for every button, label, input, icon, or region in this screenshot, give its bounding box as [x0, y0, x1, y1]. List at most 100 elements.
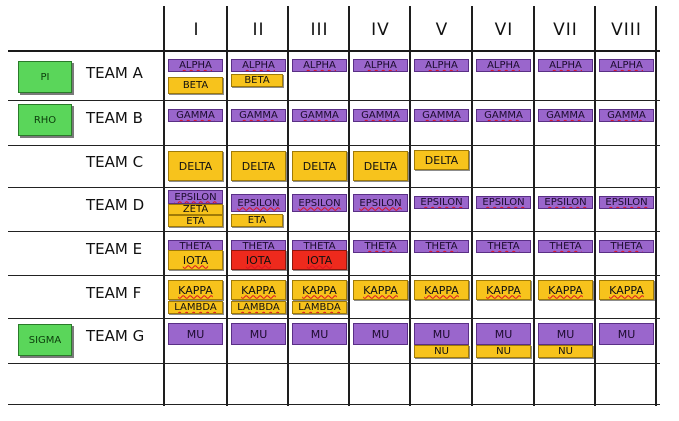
sticky-note[interactable]: KAPPA [476, 280, 531, 300]
team-label: TEAM F [86, 284, 142, 302]
sticky-note[interactable]: EPSILON [168, 190, 223, 204]
column-header: V [435, 20, 449, 40]
column-header: II [252, 20, 265, 40]
grid-row-line [8, 318, 660, 319]
team-tag[interactable]: SIGMA [18, 324, 72, 356]
sticky-note[interactable]: GAMMA [231, 109, 286, 122]
sticky-note[interactable]: LAMBDA [168, 301, 223, 314]
sticky-note[interactable]: ALPHA [231, 59, 286, 72]
sticky-note[interactable]: BETA [231, 74, 283, 87]
grid-column-line [163, 6, 165, 406]
sticky-note[interactable]: ALPHA [414, 59, 469, 72]
sticky-note[interactable]: EPSILON [414, 196, 469, 209]
grid-column-line [533, 6, 535, 406]
sticky-note[interactable]: GAMMA [599, 109, 654, 122]
sticky-note[interactable]: ALPHA [538, 59, 593, 72]
sticky-note[interactable]: DELTA [231, 151, 286, 181]
sticky-note[interactable]: EPSILON [353, 194, 408, 212]
sticky-note[interactable]: MU [599, 323, 654, 345]
sticky-note[interactable]: KAPPA [599, 280, 654, 300]
sticky-note[interactable]: MU [168, 323, 223, 345]
team-label: TEAM E [86, 240, 143, 258]
grid-column-line [348, 6, 350, 406]
sticky-note[interactable]: GAMMA [538, 109, 593, 122]
sticky-note[interactable]: EPSILON [538, 196, 593, 209]
column-header: IV [371, 20, 390, 40]
grid-column-line [471, 6, 473, 406]
grid-column-line [287, 6, 289, 406]
grid-row-line [8, 187, 660, 188]
sticky-note[interactable]: THETA [599, 240, 654, 253]
grid-row-line [8, 231, 660, 232]
grid-column-line [409, 6, 411, 406]
sticky-note[interactable]: NU [414, 345, 469, 358]
team-tag[interactable]: RHO [18, 104, 72, 136]
sticky-note[interactable]: ETA [231, 214, 283, 227]
sticky-note[interactable]: THETA [414, 240, 469, 253]
grid-column-line [226, 6, 228, 406]
grid-row-line [8, 50, 660, 52]
grid-column-line [655, 6, 657, 406]
sticky-note[interactable]: ALPHA [353, 59, 408, 72]
sticky-note[interactable]: ALPHA [292, 59, 347, 72]
team-label: TEAM D [86, 196, 145, 214]
sticky-note[interactable]: GAMMA [168, 109, 223, 122]
sticky-note[interactable]: ZETA [168, 204, 223, 215]
sticky-note[interactable]: KAPPA [538, 280, 593, 300]
team-tag[interactable]: PI [18, 61, 72, 93]
sticky-note[interactable]: ALPHA [168, 59, 223, 72]
sticky-note[interactable]: KAPPA [353, 280, 408, 300]
sticky-note[interactable]: THETA [353, 240, 408, 253]
sticky-note[interactable]: EPSILON [599, 196, 654, 209]
sticky-note[interactable]: GAMMA [414, 109, 469, 122]
sticky-note[interactable]: ETA [168, 215, 223, 227]
sticky-note[interactable]: ALPHA [476, 59, 531, 72]
grid-row-line [8, 363, 660, 364]
column-header: VI [494, 20, 514, 40]
sticky-note[interactable]: GAMMA [292, 109, 347, 122]
sticky-note[interactable]: KAPPA [168, 280, 223, 300]
sticky-note[interactable]: BETA [168, 77, 223, 94]
team-label: TEAM C [86, 153, 144, 171]
sticky-note[interactable]: KAPPA [231, 280, 286, 300]
grid-row-line [8, 404, 660, 405]
column-header: III [310, 20, 329, 40]
sticky-note[interactable]: LAMBDA [231, 301, 286, 314]
sticky-note[interactable]: KAPPA [292, 280, 347, 300]
sticky-note[interactable]: IOTA [168, 250, 223, 270]
column-header: VIII [611, 20, 642, 40]
sticky-note[interactable]: DELTA [353, 151, 408, 181]
sticky-note[interactable]: DELTA [414, 150, 469, 170]
sticky-note[interactable]: LAMBDA [292, 301, 347, 314]
sticky-note[interactable]: EPSILON [231, 194, 286, 212]
sticky-note[interactable]: KAPPA [414, 280, 469, 300]
sticky-note[interactable]: GAMMA [476, 109, 531, 122]
sticky-note[interactable]: IOTA [231, 250, 286, 270]
sticky-note[interactable]: MU [476, 323, 531, 345]
grid-column-line [594, 6, 596, 406]
sticky-note[interactable]: NU [538, 345, 593, 358]
team-label: TEAM G [86, 327, 145, 345]
sticky-note[interactable]: MU [353, 323, 408, 345]
sticky-note[interactable]: NU [476, 345, 531, 358]
sticky-note[interactable]: MU [538, 323, 593, 345]
sticky-note[interactable]: IOTA [292, 250, 347, 270]
column-header: VII [553, 20, 578, 40]
grid-row-line [8, 145, 660, 146]
sticky-note[interactable]: ALPHA [599, 59, 654, 72]
sticky-note[interactable]: THETA [476, 240, 531, 253]
sticky-note[interactable]: MU [292, 323, 347, 345]
sticky-note[interactable]: GAMMA [353, 109, 408, 122]
sticky-note[interactable]: EPSILON [292, 194, 347, 212]
sticky-note[interactable]: DELTA [292, 151, 347, 181]
grid-row-line [8, 100, 660, 101]
sticky-note[interactable]: MU [414, 323, 469, 345]
grid-row-line [8, 275, 660, 276]
sticky-note[interactable]: THETA [538, 240, 593, 253]
sticky-note[interactable]: EPSILON [476, 196, 531, 209]
sticky-note[interactable]: DELTA [168, 151, 223, 181]
sticky-note[interactable]: MU [231, 323, 286, 345]
team-label: TEAM A [86, 64, 143, 82]
team-label: TEAM B [86, 109, 143, 127]
